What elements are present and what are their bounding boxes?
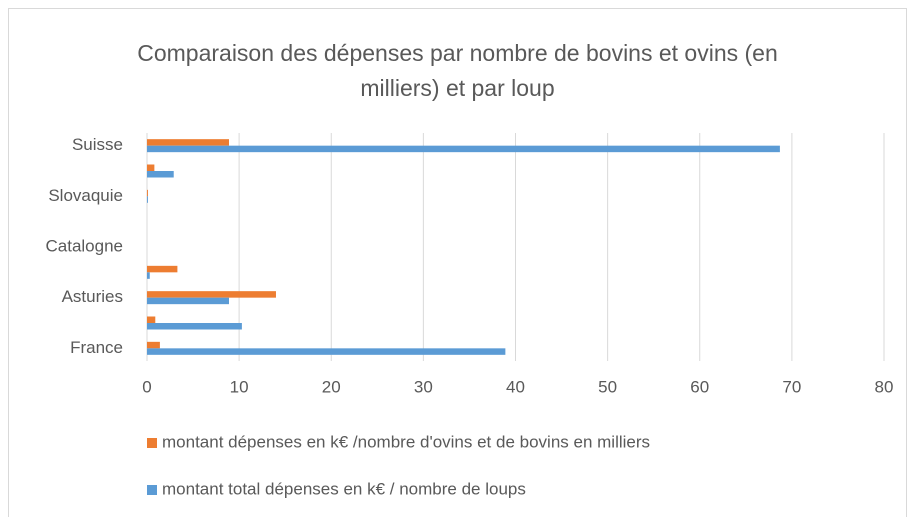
x-tick-label: 20	[322, 377, 341, 396]
bar	[147, 196, 148, 203]
legend-label: montant dépenses en k€ /nombre d'ovins e…	[162, 432, 650, 451]
x-tick-label: 50	[598, 377, 617, 396]
x-tick-label: 70	[782, 377, 801, 396]
x-tick-label: 40	[506, 377, 525, 396]
x-tick-label: 30	[414, 377, 433, 396]
bar	[147, 164, 155, 171]
y-tick-label: Asturies	[62, 287, 123, 306]
x-tick-label: 60	[690, 377, 709, 396]
legend-swatch	[147, 485, 157, 495]
chart-title: Comparaison des dépenses par nombre de b…	[137, 40, 778, 101]
bar	[147, 291, 276, 298]
y-tick-label: Suisse	[72, 135, 123, 154]
x-tick-label: 10	[230, 377, 249, 396]
bar	[147, 145, 780, 153]
y-tick-label: Slovaquie	[48, 186, 123, 205]
legend-label: montant total dépenses en k€ / nombre de…	[162, 479, 526, 498]
legend-swatch	[147, 438, 157, 448]
x-tick-label: 80	[875, 377, 894, 396]
y-tick-label: France	[70, 338, 123, 357]
bar	[147, 341, 160, 349]
chart-border	[8, 8, 907, 517]
bar	[147, 189, 148, 197]
bar	[147, 272, 150, 279]
bar	[147, 316, 156, 323]
bar	[147, 348, 506, 355]
bar	[147, 297, 229, 305]
bar	[147, 139, 229, 146]
x-tick-label: 0	[142, 377, 151, 396]
bar	[147, 171, 174, 178]
y-tick-label: Catalogne	[45, 236, 123, 255]
bar	[147, 265, 178, 273]
bar	[147, 323, 242, 330]
